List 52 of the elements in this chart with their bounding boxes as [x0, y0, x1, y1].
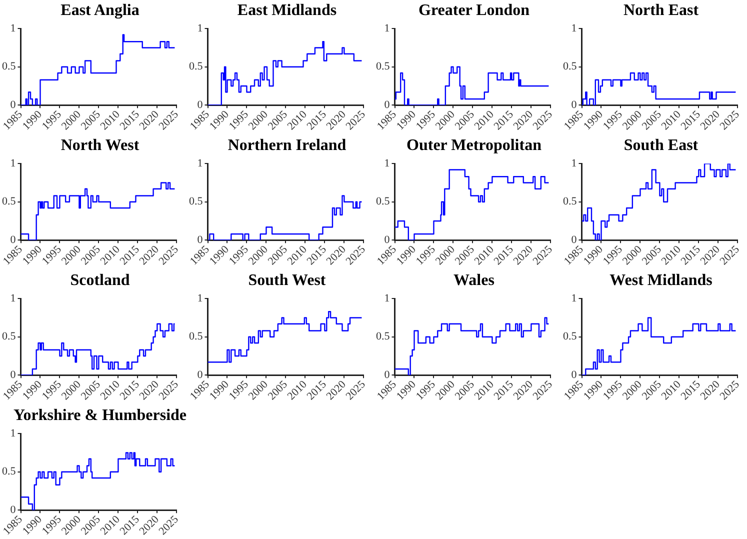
y-tick-label: 1	[197, 292, 203, 304]
y-tick-label: 1	[384, 157, 390, 170]
y-tick-label: 0.5	[376, 330, 390, 343]
y-tick-label: 1	[571, 22, 577, 34]
y-tick-label: 1	[384, 22, 390, 34]
chart-title: South East	[624, 137, 698, 155]
y-tick-label: 0	[571, 369, 578, 381]
chart-title: Northern Ireland	[228, 137, 346, 155]
chart-title: South West	[248, 272, 326, 290]
y-tick-label: 1	[197, 157, 203, 170]
y-tick-label: 0	[197, 234, 204, 246]
y-tick-label: 0	[384, 234, 390, 246]
y-tick-label: 0	[384, 369, 390, 381]
y-tick-label: 0	[197, 99, 204, 111]
chart-title: East Anglia	[60, 2, 140, 20]
chart-title: West Midlands	[610, 272, 712, 290]
y-tick-label: 1	[10, 157, 16, 170]
y-tick-label: 0.5	[563, 60, 578, 73]
y-tick-label: 0.5	[2, 466, 16, 478]
chart-title: East Midlands	[237, 2, 337, 20]
y-tick-label: 0.5	[2, 196, 16, 208]
y-tick-label: 0	[10, 369, 16, 381]
y-tick-label: 0	[571, 234, 578, 246]
chart-title: Outer Metropolitan	[406, 137, 542, 155]
y-tick-label: 0	[10, 234, 16, 246]
y-tick-label: 0	[384, 99, 390, 111]
y-tick-label: 1	[571, 292, 577, 304]
chart-title: Yorkshire & Humberside	[13, 407, 187, 425]
y-tick-label: 1	[197, 22, 203, 34]
y-tick-label: 0	[10, 504, 16, 516]
y-tick-label: 1	[10, 22, 16, 34]
y-tick-label: 0.5	[2, 60, 16, 73]
y-tick-label: 0.5	[563, 196, 578, 208]
y-tick-label: 1	[10, 427, 16, 440]
y-tick-label: 0	[571, 99, 578, 111]
chart-title: Scotland	[70, 272, 130, 290]
y-tick-label: 0.5	[189, 60, 204, 73]
y-tick-label: 0	[10, 99, 16, 111]
y-tick-label: 0.5	[563, 330, 578, 343]
y-tick-label: 0.5	[189, 196, 204, 208]
y-tick-label: 1	[10, 292, 16, 304]
chart-title: Greater London	[418, 2, 530, 20]
y-tick-label: 0.5	[376, 60, 390, 73]
chart-title: North West	[60, 137, 140, 155]
chart-title: Wales	[454, 272, 494, 290]
y-tick-label: 1	[571, 157, 577, 170]
y-tick-label: 0.5	[376, 196, 390, 208]
y-tick-label: 0	[197, 369, 204, 381]
y-tick-label: 0.5	[2, 330, 16, 343]
y-tick-label: 0.5	[189, 330, 204, 343]
chart-title: North East	[623, 2, 699, 20]
y-tick-label: 1	[384, 292, 390, 304]
